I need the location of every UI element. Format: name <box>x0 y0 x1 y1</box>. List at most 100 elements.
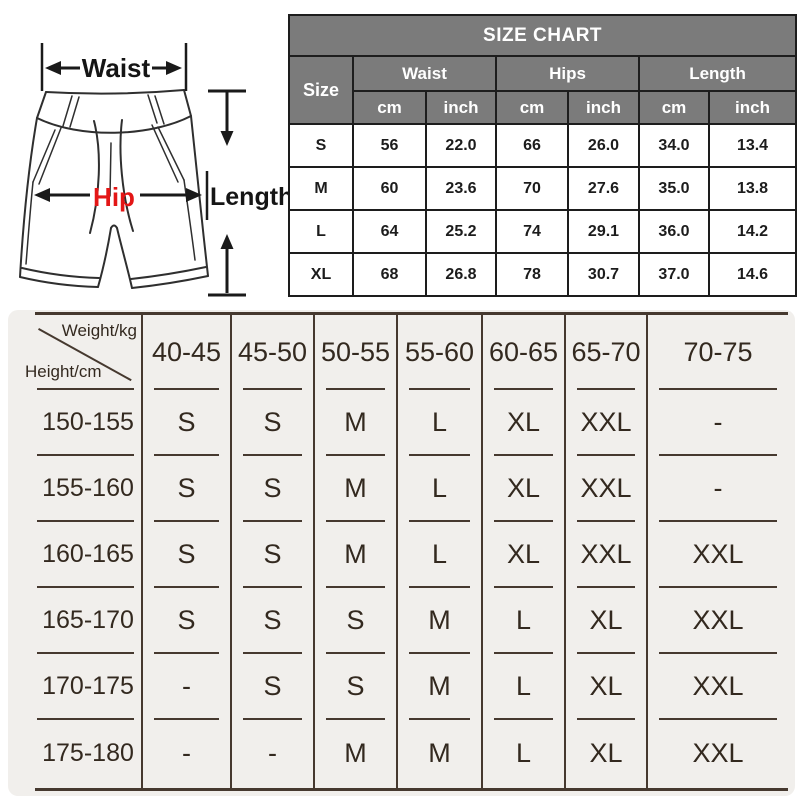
fit-cell: L <box>398 389 483 456</box>
measure-value: 30.7 <box>567 252 640 297</box>
unit-header: cm <box>495 90 569 125</box>
fit-cell: XXL <box>648 653 788 720</box>
fit-cell: S <box>232 521 315 588</box>
measure-value: 37.0 <box>638 252 710 297</box>
weight-col-header: 55-60 <box>398 315 483 390</box>
measure-value: 36.0 <box>638 209 710 254</box>
height-row-label: 165-170 <box>35 587 143 654</box>
measure-value: 25.2 <box>425 209 497 254</box>
measure-value: 64 <box>352 209 427 254</box>
fit-cell: XXL <box>648 587 788 654</box>
fit-cell: S <box>143 521 232 588</box>
size-label: M <box>288 166 354 211</box>
fit-recommendation-panel: Weight/kg Height/cm 40-45 45-50 50-55 55… <box>8 310 795 796</box>
fit-cell: XXL <box>566 455 648 522</box>
unit-header: inch <box>567 90 640 125</box>
fit-cell: XXL <box>566 389 648 456</box>
fit-cell: S <box>143 389 232 456</box>
fit-cell: S <box>232 389 315 456</box>
fit-cell: S <box>143 587 232 654</box>
fit-cell: - <box>648 389 788 456</box>
weight-col-header: 70-75 <box>648 315 788 390</box>
measure-value: 27.6 <box>567 166 640 211</box>
shorts-line-drawing-icon: Waist Hip Length <box>19 43 293 297</box>
size-row-s: S 56 22.0 66 26.0 34.0 13.4 <box>288 123 798 168</box>
fit-cell: M <box>315 455 398 522</box>
fit-cell: L <box>398 521 483 588</box>
weight-axis-label: Weight/kg <box>61 321 137 340</box>
fit-cell: XL <box>566 653 648 720</box>
fit-cell: L <box>483 719 566 788</box>
length-group-header: Length <box>637 55 798 92</box>
fit-cell: XXL <box>692 738 744 768</box>
size-label: S <box>288 123 354 168</box>
weight-col-header: 50-55 <box>315 315 398 390</box>
axis-corner-cell: Weight/kg Height/cm <box>25 315 143 390</box>
fit-cell: - <box>143 653 232 720</box>
height-row-label: 150-155 <box>35 389 143 456</box>
fit-cell: - <box>143 719 232 788</box>
fit-cell: S <box>143 455 232 522</box>
fit-cell: XL <box>483 521 566 588</box>
size-row-l: L 64 25.2 74 29.1 36.0 14.2 <box>288 209 798 254</box>
fit-cell: XL <box>566 587 648 654</box>
hips-group-header: Hips <box>495 55 640 92</box>
fit-cell: M <box>398 587 483 654</box>
measure-value: 26.0 <box>567 123 640 168</box>
measure-value: 78 <box>495 252 569 297</box>
measure-value: 14.2 <box>707 209 798 254</box>
shorts-measurement-diagram: Waist Hip Length <box>0 0 293 308</box>
fit-cell: S <box>232 653 315 720</box>
waist-group-header: Waist <box>352 55 497 92</box>
waist-dimension-label: Waist <box>82 53 151 83</box>
fit-cell: M <box>398 719 483 788</box>
fit-cell: M <box>315 719 398 788</box>
fit-cell: S <box>232 455 315 522</box>
fit-cell: M <box>315 389 398 456</box>
size-row-m: M 60 23.6 70 27.6 35.0 13.8 <box>288 166 798 211</box>
fit-cell: S <box>232 587 315 654</box>
unit-header: inch <box>425 90 497 125</box>
measure-value: 35.0 <box>638 166 710 211</box>
fit-cell: S <box>315 587 398 654</box>
size-column-header: Size <box>288 55 354 125</box>
fit-cell: S <box>315 653 398 720</box>
measure-value: 68 <box>352 252 427 297</box>
measure-value: 74 <box>495 209 569 254</box>
height-axis-label: Height/cm <box>25 362 102 381</box>
measure-value: 14.6 <box>707 252 798 297</box>
arrowheads <box>34 61 234 249</box>
height-row-label: 155-160 <box>35 455 143 522</box>
fit-cell: L <box>398 455 483 522</box>
measure-value: 23.6 <box>425 166 497 211</box>
fit-cell: L <box>483 653 566 720</box>
fit-cell: XL <box>483 455 566 522</box>
fit-cell: M <box>315 521 398 588</box>
measure-value: 13.8 <box>707 166 798 211</box>
fit-cell: M <box>398 653 483 720</box>
unit-header: cm <box>638 90 710 125</box>
fit-cell: - <box>232 719 315 788</box>
hip-dimension-label: Hip <box>93 182 135 212</box>
measure-value: 70 <box>495 166 569 211</box>
size-row-xl: XL 68 26.8 78 30.7 37.0 14.6 <box>288 252 798 297</box>
size-label: XL <box>288 252 354 297</box>
measure-value: 26.8 <box>425 252 497 297</box>
size-chart-title: SIZE CHART <box>287 14 798 57</box>
fit-cell: L <box>483 587 566 654</box>
height-row-label: 160-165 <box>35 521 143 588</box>
measure-value: 66 <box>495 123 569 168</box>
weight-col-header: 65-70 <box>566 315 648 390</box>
fit-recommendation-table: Weight/kg Height/cm 40-45 45-50 50-55 55… <box>25 312 788 791</box>
fit-cell: XL <box>483 389 566 456</box>
fit-cell: XXL <box>648 521 788 588</box>
height-row-label: 175-180 <box>35 719 143 788</box>
fit-cell: XXL <box>566 521 648 588</box>
unit-header: inch <box>707 90 798 125</box>
measure-value: 56 <box>352 123 427 168</box>
size-chart-table: SIZE CHART Size Waist Hips Length cm inc… <box>287 14 798 297</box>
measure-value: 60 <box>352 166 427 211</box>
length-dimension-label: Length <box>210 183 292 211</box>
height-row-label: 170-175 <box>35 653 143 720</box>
